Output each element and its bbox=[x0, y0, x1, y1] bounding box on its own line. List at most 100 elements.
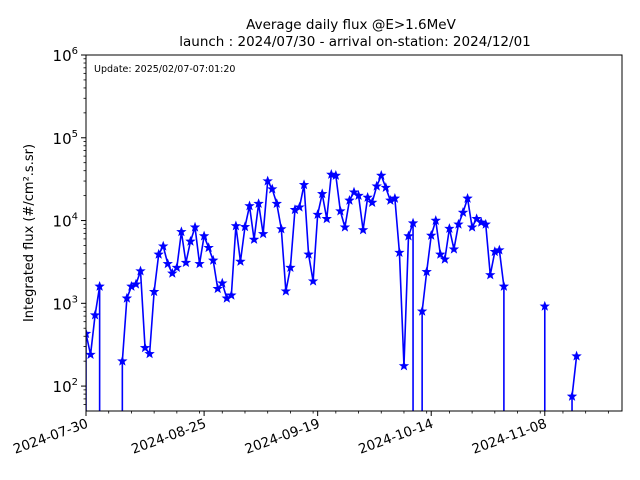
data-point bbox=[158, 240, 169, 251]
data-point bbox=[230, 220, 242, 231]
data-point bbox=[371, 180, 382, 191]
data-point bbox=[435, 248, 446, 259]
data-point bbox=[207, 254, 219, 265]
data-point bbox=[248, 234, 260, 244]
data-point bbox=[167, 267, 178, 278]
y-tick-label: 103 bbox=[53, 294, 78, 313]
data-point bbox=[212, 283, 223, 294]
x-ticks: 2024-07-30 2024-08-25 2024-09-19 2024-10-14… bbox=[11, 411, 609, 458]
y-axis-label: Integrated flux (#/cm².s.sr) bbox=[22, 144, 37, 322]
data-point bbox=[439, 253, 451, 264]
data-point bbox=[403, 230, 414, 241]
chart-title-line2: launch : 2024/07/30 - arrival on-station… bbox=[179, 34, 531, 50]
data-point bbox=[276, 223, 287, 234]
data-point bbox=[303, 248, 314, 259]
y-tick-label: 104 bbox=[53, 212, 78, 231]
data-point bbox=[144, 348, 155, 359]
data-point bbox=[571, 350, 582, 361]
x-tick-label: 2024-07-30 bbox=[11, 416, 90, 458]
data-point bbox=[226, 289, 237, 300]
data-point bbox=[130, 278, 142, 289]
data-point bbox=[239, 221, 251, 232]
data-point bbox=[498, 280, 510, 291]
y-tick-label: 105 bbox=[53, 129, 78, 148]
data-point bbox=[321, 213, 332, 224]
data-point bbox=[430, 215, 441, 225]
series-line bbox=[86, 285, 101, 411]
data-point bbox=[117, 355, 128, 366]
data-point bbox=[153, 248, 164, 259]
data-point bbox=[185, 235, 196, 246]
data-point bbox=[485, 269, 496, 280]
data-point bbox=[235, 256, 246, 266]
data-point bbox=[462, 192, 473, 203]
data-point bbox=[217, 277, 228, 288]
data-point bbox=[312, 209, 323, 220]
data-point bbox=[566, 390, 578, 401]
data-point bbox=[389, 192, 401, 203]
series-layer bbox=[86, 169, 582, 411]
data-point bbox=[362, 192, 373, 202]
x-tick-label: 2024-11-08 bbox=[470, 416, 549, 458]
data-point bbox=[257, 228, 269, 239]
data-point bbox=[148, 286, 160, 297]
data-point bbox=[86, 328, 92, 339]
data-point bbox=[407, 217, 419, 228]
data-point bbox=[294, 201, 305, 212]
data-point bbox=[89, 309, 101, 320]
data-point bbox=[267, 183, 278, 194]
data-point bbox=[357, 224, 369, 235]
data-point bbox=[475, 216, 487, 227]
data-point bbox=[271, 198, 282, 209]
data-point bbox=[421, 266, 432, 277]
data-point bbox=[457, 207, 469, 217]
data-point bbox=[262, 175, 273, 186]
data-point bbox=[253, 198, 264, 209]
data-point bbox=[198, 230, 210, 241]
data-point bbox=[203, 242, 214, 253]
data-point bbox=[244, 200, 255, 211]
data-point bbox=[180, 257, 192, 268]
data-point bbox=[416, 305, 428, 316]
y-ticks: 102 103 104 105 106 bbox=[53, 46, 86, 405]
chart-title-line1: Average daily flux @E>1.6MeV bbox=[246, 17, 456, 33]
x-tick-label: 2024-08-25 bbox=[129, 416, 208, 458]
data-point bbox=[317, 188, 328, 199]
data-point bbox=[353, 190, 364, 201]
data-point bbox=[466, 221, 478, 232]
data-point bbox=[285, 262, 296, 273]
data-point bbox=[376, 170, 387, 180]
data-point bbox=[189, 221, 201, 232]
data-point bbox=[330, 170, 342, 180]
data-point bbox=[94, 280, 105, 291]
data-point bbox=[335, 205, 346, 216]
data-point bbox=[539, 300, 550, 311]
data-point bbox=[280, 285, 292, 296]
data-point bbox=[366, 197, 378, 207]
data-point bbox=[398, 360, 410, 371]
data-point bbox=[298, 179, 310, 190]
data-point bbox=[444, 223, 455, 233]
data-point bbox=[86, 349, 96, 360]
data-point bbox=[162, 258, 173, 269]
data-point bbox=[394, 247, 405, 258]
data-point bbox=[380, 182, 391, 193]
data-point bbox=[480, 218, 491, 229]
series-line bbox=[121, 173, 414, 411]
data-point bbox=[139, 342, 151, 353]
y-axis-label-group: Integrated flux (#/cm².s.sr) bbox=[22, 144, 37, 322]
data-point bbox=[344, 194, 355, 205]
data-point bbox=[194, 258, 205, 269]
data-point bbox=[448, 243, 460, 254]
data-point bbox=[494, 244, 505, 255]
data-point bbox=[121, 292, 133, 303]
x-tick-label: 2024-09-19 bbox=[243, 416, 322, 458]
data-point bbox=[426, 230, 437, 240]
plot-frame bbox=[85, 54, 623, 412]
y-tick-label: 106 bbox=[53, 46, 78, 65]
data-point bbox=[453, 218, 464, 229]
x-tick-label: 2024-10-14 bbox=[356, 416, 435, 458]
data-point bbox=[135, 265, 146, 276]
update-annotation: Update: 2025/02/07-07:01:20 bbox=[94, 64, 235, 75]
